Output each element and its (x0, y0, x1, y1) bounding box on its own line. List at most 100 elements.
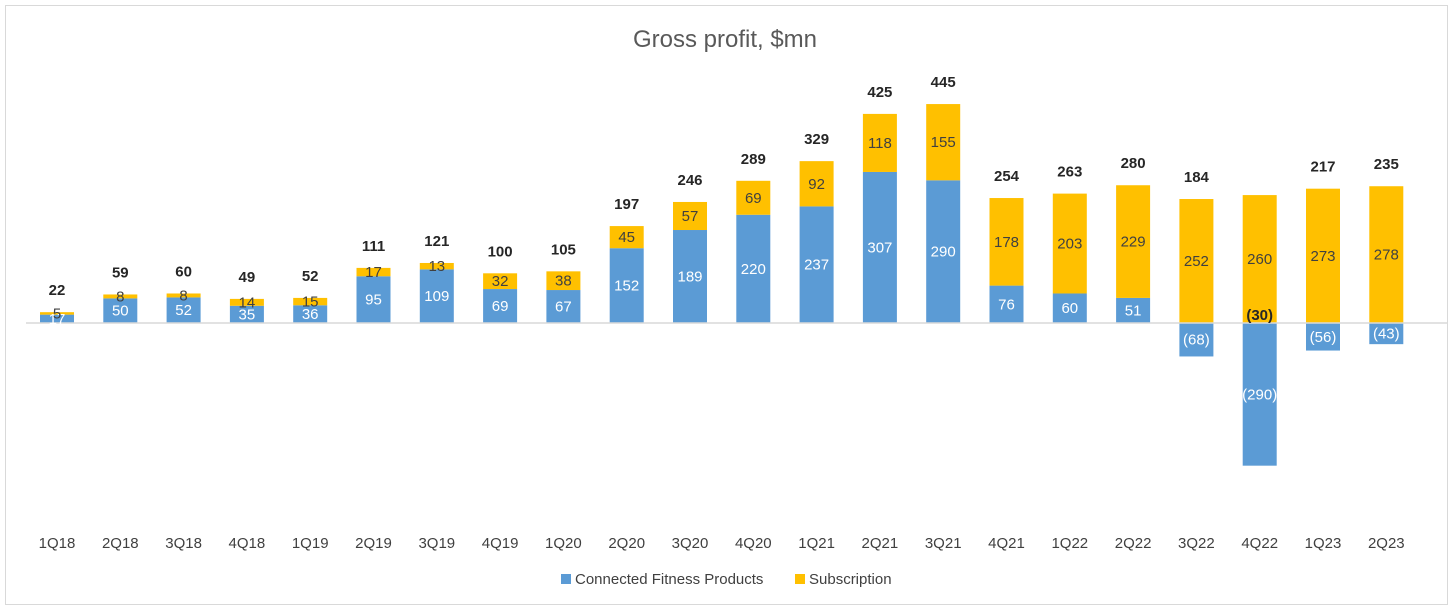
x-tick-2Q19: 2Q19 (355, 535, 392, 552)
x-tick-2Q23: 2Q23 (1368, 535, 1405, 552)
bar-subscription-4Q18 (229, 298, 264, 306)
bar-subscription-1Q22 (1052, 193, 1087, 294)
total-label-4Q19: 100 (488, 243, 513, 260)
label-subscription-1Q18: 5 (53, 305, 61, 322)
bar-subscription-2Q22 (1116, 185, 1151, 298)
bar-connected-fitness-1Q20 (546, 290, 581, 323)
label-subscription-4Q18: 14 (239, 294, 256, 311)
label-connected-fitness-2Q21: 307 (867, 239, 892, 256)
bar-connected-fitness-1Q22 (1052, 293, 1087, 323)
label-subscription-4Q19: 32 (492, 273, 509, 290)
total-label-1Q20: 105 (551, 241, 576, 258)
bar-subscription-4Q19 (483, 273, 518, 290)
label-subscription-2Q21: 118 (868, 135, 892, 152)
x-tick-2Q21: 2Q21 (862, 535, 899, 552)
legend: Connected Fitness Products Subscription (561, 571, 892, 588)
chart-title: Gross profit, $mn (633, 26, 817, 53)
label-connected-fitness-2Q23: (43) (1373, 326, 1400, 343)
bar-connected-fitness-3Q21 (926, 180, 961, 323)
labels-layer: 1752250859528603514493615529517111109131… (49, 74, 1400, 403)
label-subscription-4Q20: 69 (745, 190, 762, 207)
label-connected-fitness-1Q21: 237 (804, 257, 829, 274)
label-subscription-3Q22: 252 (1184, 253, 1209, 270)
bar-subscription-4Q22 (1242, 195, 1277, 323)
bar-connected-fitness-2Q23 (1369, 323, 1404, 345)
bar-connected-fitness-1Q18 (40, 314, 74, 323)
x-tick-4Q22: 4Q22 (1241, 535, 1278, 552)
bar-subscription-2Q19 (356, 267, 391, 277)
bars-layer (40, 104, 1404, 466)
total-label-2Q23: 235 (1374, 156, 1399, 173)
label-connected-fitness-1Q23: (56) (1310, 329, 1337, 346)
x-tick-4Q20: 4Q20 (735, 535, 772, 552)
total-label-1Q22: 263 (1057, 164, 1082, 181)
total-label-4Q20: 289 (741, 151, 766, 168)
label-connected-fitness-4Q22: (290) (1242, 386, 1277, 403)
bar-connected-fitness-3Q22 (1179, 323, 1214, 357)
label-subscription-1Q23: 273 (1310, 248, 1335, 265)
bar-subscription-2Q20 (609, 226, 644, 249)
label-connected-fitness-1Q19: 36 (302, 306, 319, 323)
bar-subscription-3Q19 (419, 262, 454, 270)
label-subscription-3Q21: 155 (931, 134, 956, 151)
total-label-1Q19: 52 (302, 268, 319, 285)
x-tick-4Q21: 4Q21 (988, 535, 1025, 552)
x-tick-2Q18: 2Q18 (102, 535, 139, 552)
label-connected-fitness-2Q22: 51 (1125, 302, 1142, 319)
label-subscription-4Q21: 178 (994, 234, 1019, 251)
bar-connected-fitness-2Q21 (862, 171, 897, 323)
bar-subscription-2Q18 (103, 294, 138, 299)
label-connected-fitness-2Q18: 50 (112, 303, 129, 320)
label-subscription-3Q18: 8 (179, 287, 187, 304)
label-connected-fitness-3Q19: 109 (424, 288, 449, 305)
label-connected-fitness-1Q20: 67 (555, 299, 572, 316)
bar-connected-fitness-4Q21 (989, 285, 1024, 323)
bar-subscription-1Q21 (799, 161, 834, 207)
label-subscription-2Q20: 45 (618, 229, 635, 246)
label-subscription-2Q23: 278 (1374, 247, 1399, 264)
total-label-3Q21: 445 (931, 74, 956, 91)
total-label-2Q19: 111 (362, 238, 385, 255)
total-label-4Q22: (30) (1246, 307, 1273, 324)
bar-connected-fitness-3Q20 (673, 230, 707, 323)
total-label-3Q22: 184 (1184, 169, 1210, 186)
x-tick-4Q19: 4Q19 (482, 535, 519, 552)
label-subscription-2Q18: 8 (116, 288, 124, 305)
legend-swatch-connected-fitness-products (561, 574, 571, 584)
x-tick-4Q18: 4Q18 (229, 535, 266, 552)
bar-subscription-2Q21 (862, 113, 897, 172)
x-tick-1Q20: 1Q20 (545, 535, 582, 552)
label-subscription-2Q19: 17 (365, 264, 382, 281)
total-label-1Q18: 22 (49, 282, 66, 299)
bar-subscription-3Q21 (926, 104, 961, 181)
x-tick-3Q21: 3Q21 (925, 535, 962, 552)
label-connected-fitness-3Q22: (68) (1183, 332, 1210, 349)
x-tick-1Q22: 1Q22 (1051, 535, 1088, 552)
label-connected-fitness-3Q21: 290 (931, 244, 956, 261)
x-tick-3Q19: 3Q19 (418, 535, 455, 552)
bar-subscription-3Q18 (166, 293, 201, 298)
total-label-4Q21: 254 (994, 168, 1020, 185)
label-connected-fitness-2Q20: 152 (614, 278, 639, 295)
total-label-2Q21: 425 (867, 84, 892, 101)
label-connected-fitness-2Q19: 95 (365, 292, 382, 309)
bar-connected-fitness-4Q22 (1242, 323, 1277, 466)
total-label-1Q23: 217 (1310, 159, 1335, 176)
bar-subscription-1Q23 (1306, 188, 1340, 323)
label-connected-fitness-4Q21: 76 (998, 296, 1015, 313)
label-subscription-1Q22: 203 (1057, 236, 1082, 253)
label-subscription-3Q19: 13 (428, 258, 445, 275)
label-connected-fitness-4Q20: 220 (741, 261, 766, 278)
legend-swatch-subscription (795, 574, 805, 584)
total-label-2Q20: 197 (614, 196, 639, 213)
label-subscription-1Q21: 92 (808, 176, 825, 193)
bar-connected-fitness-3Q18 (166, 297, 201, 323)
bar-subscription-4Q20 (736, 180, 771, 215)
bar-subscription-1Q18 (40, 312, 74, 315)
legend-label-subscription: Subscription (809, 571, 892, 588)
bar-connected-fitness-4Q20 (736, 214, 771, 323)
label-connected-fitness-4Q19: 69 (492, 298, 509, 315)
label-subscription-1Q20: 38 (555, 273, 572, 290)
x-axis-ticks: 1Q18 2Q18 3Q18 4Q18 1Q19 2Q19 3Q19 4Q19 1Q20 2Q20… (39, 535, 1405, 552)
